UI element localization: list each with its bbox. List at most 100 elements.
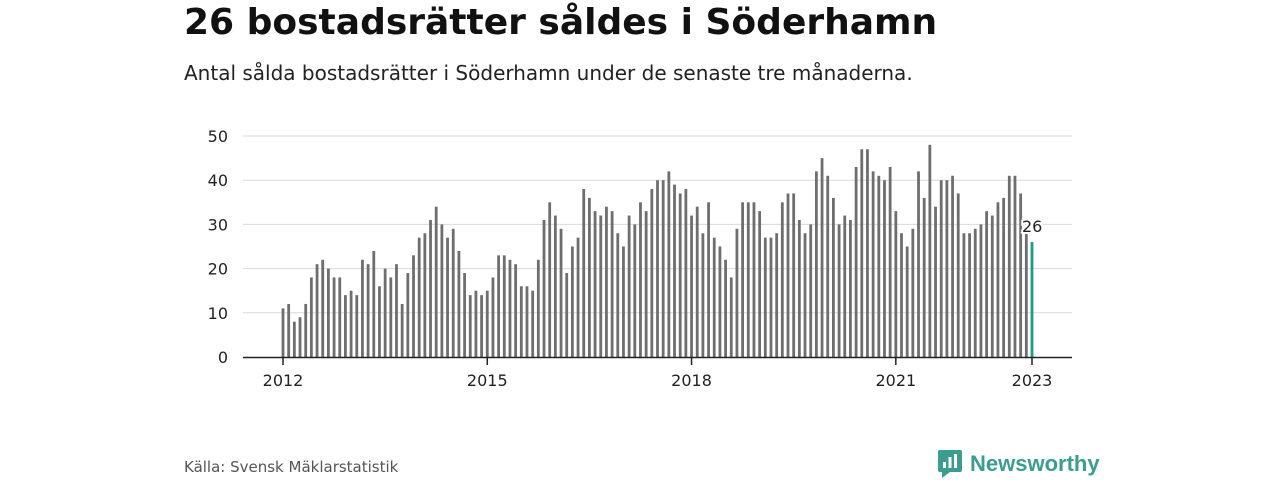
bar-46 — [542, 219, 546, 357]
bar-14 — [361, 259, 364, 357]
bar-35 — [480, 295, 483, 357]
bar-48 — [553, 215, 557, 357]
bar-91 — [797, 219, 801, 357]
bar-120 — [962, 233, 966, 357]
bar-68 — [667, 171, 671, 357]
bar-111 — [911, 228, 915, 357]
bar-51 — [570, 246, 574, 357]
bar-113 — [922, 197, 926, 357]
bars — [281, 144, 1034, 357]
bar-117 — [945, 180, 949, 357]
bar-79 — [729, 277, 733, 357]
y-tick-label-30: 30 — [208, 215, 228, 234]
bar-75 — [707, 202, 710, 357]
bar-12 — [349, 290, 353, 357]
bar-19 — [389, 277, 393, 357]
bar-63 — [639, 202, 642, 357]
bar-126 — [996, 202, 1000, 357]
bar-58 — [610, 211, 614, 357]
bar-81 — [741, 202, 745, 357]
bar-1 — [287, 303, 291, 357]
bar-122 — [973, 228, 977, 357]
bar-93 — [809, 224, 813, 357]
bar-18 — [383, 268, 387, 357]
bar-70 — [678, 193, 682, 357]
bar-85 — [763, 237, 767, 357]
chart-subtitle: Antal sålda bostadsrätter i Söderhamn un… — [184, 61, 913, 85]
bar-78 — [724, 259, 727, 357]
bar-23 — [412, 255, 415, 357]
bar-103 — [866, 149, 869, 357]
bar-60 — [622, 246, 625, 357]
brand-logo[interactable]: Newsworthy — [938, 448, 1100, 480]
bar-16 — [372, 250, 376, 357]
bar-37 — [491, 277, 495, 357]
bar-67 — [661, 180, 665, 357]
bar-100 — [849, 219, 852, 357]
bar-10 — [338, 277, 342, 357]
bar-99 — [843, 215, 847, 357]
bar-57 — [605, 206, 608, 357]
bar-109 — [900, 233, 903, 357]
bar-131 — [1024, 233, 1028, 357]
bar-114 — [928, 144, 932, 357]
bar-13 — [355, 295, 359, 357]
bar-24 — [417, 237, 421, 357]
x-tick-label-2023: 2023 — [1012, 371, 1053, 390]
bar-41 — [514, 264, 518, 357]
bar-108 — [894, 211, 898, 357]
x-tick-label-2021: 2021 — [875, 371, 916, 390]
bar-86 — [769, 237, 773, 357]
bar-92 — [803, 233, 807, 357]
bar-61 — [627, 215, 631, 357]
x-tick-label-2012: 2012 — [263, 371, 304, 390]
y-tick-label-0: 0 — [218, 348, 228, 367]
bar-11 — [344, 295, 347, 357]
y-tick-label-20: 20 — [208, 260, 228, 279]
bar-101 — [854, 166, 858, 357]
bar-9 — [332, 277, 336, 357]
bar-65 — [650, 189, 654, 357]
bar-39 — [502, 255, 506, 357]
bar-52 — [576, 237, 580, 357]
bar-6 — [315, 264, 319, 357]
bar-28 — [440, 224, 444, 357]
bar-98 — [837, 224, 841, 357]
bar-47 — [548, 202, 552, 357]
x-tick-label-2015: 2015 — [467, 371, 508, 390]
bar-90 — [792, 193, 796, 357]
bar-44 — [531, 290, 535, 357]
bar-50 — [565, 273, 569, 357]
bar-77 — [718, 246, 722, 357]
bar-96 — [826, 175, 830, 357]
bar-121 — [968, 233, 971, 357]
chart-title: 26 bostadsrätter såldes i Söderhamn — [184, 2, 938, 43]
bar-132 — [1030, 242, 1034, 357]
bar-116 — [939, 180, 943, 357]
bar-89 — [786, 193, 790, 357]
brand-name: Newsworthy — [970, 451, 1100, 476]
bar-5 — [309, 277, 313, 357]
x-tick-label-2018: 2018 — [671, 371, 712, 390]
bar-38 — [497, 255, 501, 357]
bar-104 — [871, 171, 875, 357]
bar-124 — [985, 211, 989, 357]
bar-31 — [457, 250, 461, 357]
bar-88 — [780, 202, 784, 357]
bar-76 — [712, 237, 716, 357]
bar-110 — [905, 246, 909, 357]
y-tick-label-50: 50 — [208, 127, 228, 146]
bar-8 — [326, 268, 330, 357]
bar-42 — [519, 286, 523, 357]
bar-59 — [616, 233, 620, 357]
bar-34 — [474, 290, 478, 357]
bar-32 — [463, 273, 466, 357]
bar-4 — [304, 303, 308, 357]
bar-25 — [423, 233, 427, 357]
bar-95 — [820, 158, 824, 357]
bar-26 — [429, 219, 432, 357]
bar-129 — [1013, 175, 1017, 357]
bar-112 — [917, 171, 920, 357]
bar-17 — [378, 286, 381, 357]
bar-107 — [888, 166, 892, 357]
